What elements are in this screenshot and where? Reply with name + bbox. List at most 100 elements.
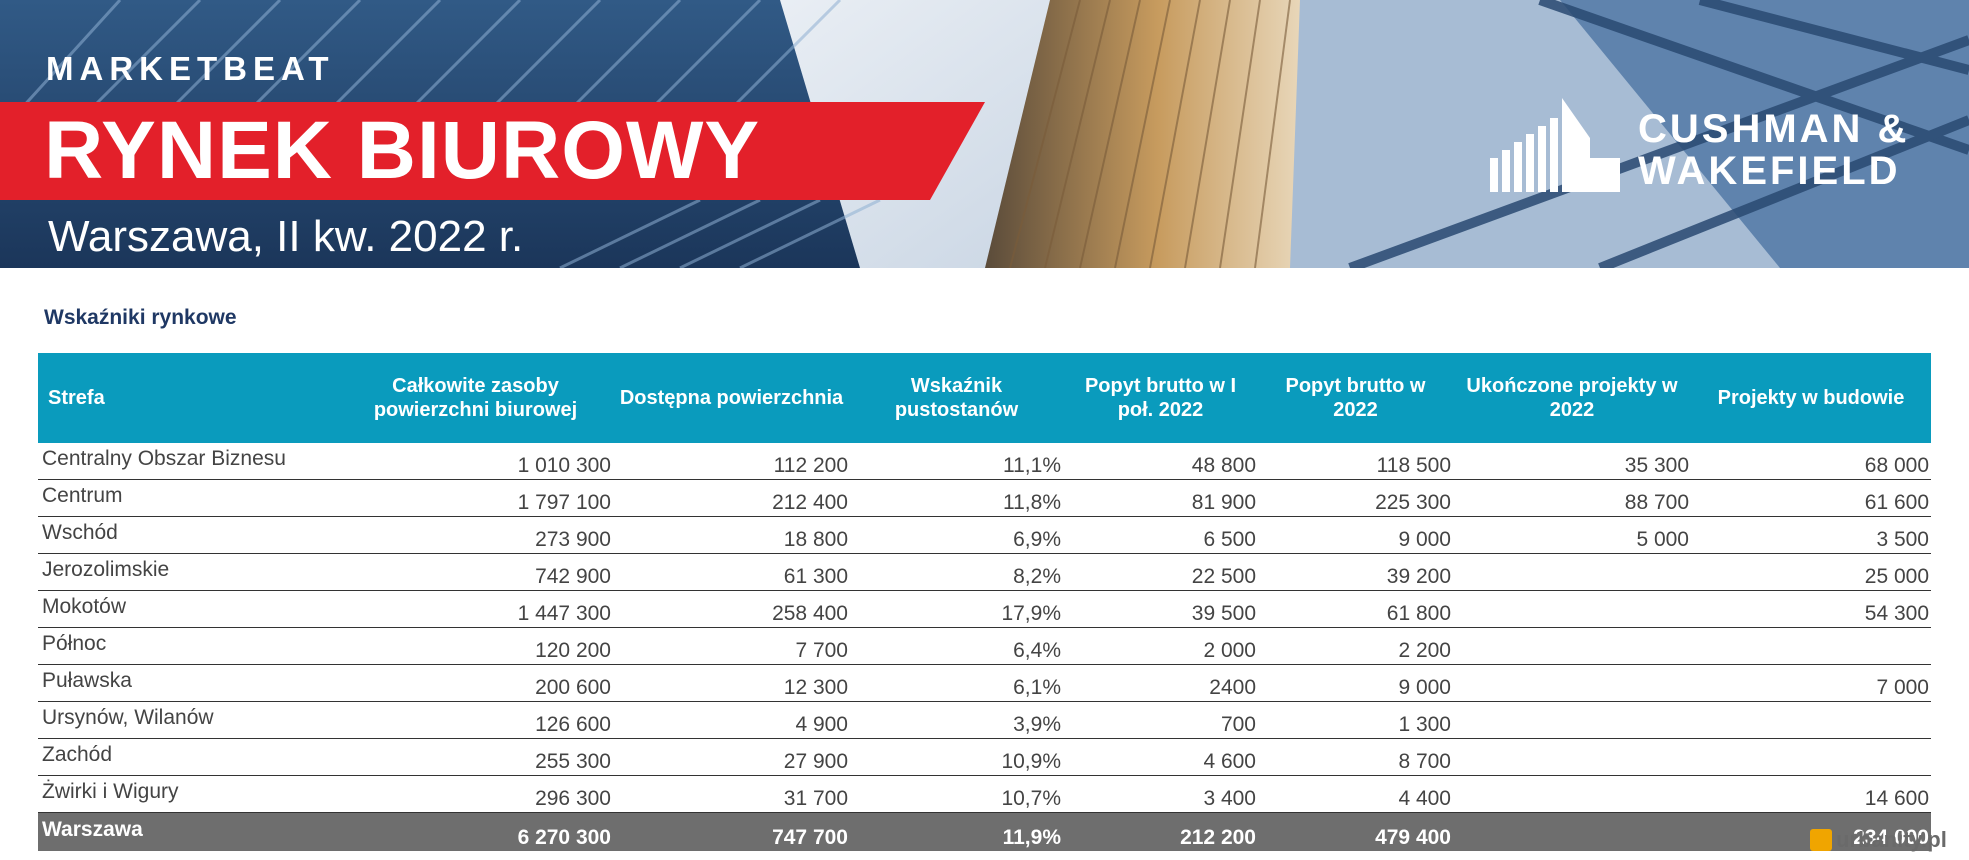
brand-name: CUSHMAN & WAKEFIELD — [1638, 108, 1909, 192]
cell-demand-h1: 2400 — [1209, 676, 1256, 699]
cell-demand-year: 4 400 — [1398, 787, 1451, 810]
cell-under-construction: 61 600 — [1864, 491, 1929, 514]
total-vacancy-rate: 11,9% — [1002, 826, 1061, 849]
total-under-construction: 234 000 — [1853, 826, 1929, 849]
cell-demand-h1: 39 500 — [1191, 602, 1256, 625]
building-logo-icon — [1490, 98, 1620, 192]
cell-vacancy-rate: 6,4% — [1013, 639, 1061, 662]
cell-demand-year: 1 300 — [1398, 713, 1451, 736]
cell-total-stock: 1 797 100 — [517, 491, 611, 514]
cell-available-space: 31 700 — [783, 787, 848, 810]
brand-line-1: CUSHMAN & — [1638, 107, 1910, 151]
cell-under-construction: 68 000 — [1864, 454, 1929, 477]
cell-vacancy-rate: 6,1% — [1013, 676, 1061, 699]
cell-under-construction — [1691, 628, 1931, 664]
cell-total-stock: 742 900 — [535, 565, 611, 588]
cell-vacancy-rate: 6,9% — [1013, 528, 1061, 551]
section-title: Wskaźniki rynkowe — [44, 306, 237, 329]
column-header-demand-h1: Popyt brutto w I poł. 2022 — [1084, 375, 1237, 421]
cell-under-construction: 54 300 — [1864, 602, 1929, 625]
cell-demand-year: 2 200 — [1398, 639, 1451, 662]
cell-demand-year: 39 200 — [1386, 565, 1451, 588]
cell-zone: Zachód — [42, 743, 113, 766]
urbanity-logo-icon — [1810, 829, 1832, 851]
cell-under-construction: 14 600 — [1864, 787, 1929, 810]
cell-vacancy-rate: 10,7% — [1001, 787, 1061, 810]
watermark-text: urbanity.pl — [1836, 827, 1947, 852]
cell-completed-projects: 5 000 — [1636, 528, 1689, 551]
column-header-completed-projects: Ukończone projekty w 2022 — [1466, 375, 1678, 421]
cell-available-space: 27 900 — [783, 750, 848, 773]
cell-demand-year: 61 800 — [1386, 602, 1451, 625]
cell-under-construction: 3 500 — [1876, 528, 1929, 551]
header-banner: MARKETBEAT RYNEK BIUROWY Warszawa, II kw… — [0, 0, 1969, 268]
cell-demand-year: 8 700 — [1398, 750, 1451, 773]
cell-vacancy-rate: 10,9% — [1001, 750, 1061, 773]
cell-vacancy-rate: 8,2% — [1013, 565, 1061, 588]
total-available-space: 747 700 — [772, 826, 848, 849]
cell-total-stock: 1 010 300 — [517, 454, 611, 477]
cell-total-stock: 126 600 — [535, 713, 611, 736]
cell-completed-projects — [1453, 554, 1691, 590]
cell-total-stock: 120 200 — [535, 639, 611, 662]
table-total-row: Warszawa 6 270 300 747 700 11,9% 212 200… — [38, 813, 1931, 851]
cell-zone: Centrum — [42, 484, 123, 507]
cell-demand-h1: 22 500 — [1191, 565, 1256, 588]
brand-line-2: WAKEFIELD — [1638, 149, 1901, 193]
cell-demand-h1: 700 — [1220, 713, 1256, 736]
market-indicators-table: Strefa Całkowite zasoby powierzchni biur… — [38, 353, 1931, 851]
column-header-demand-year: Popyt brutto w 2022 — [1285, 375, 1426, 421]
total-zone: Warszawa — [42, 818, 143, 841]
column-header-available-space: Dostępna powierzchnia — [619, 387, 844, 409]
cell-demand-h1: 2 000 — [1203, 639, 1256, 662]
cell-completed-projects — [1453, 591, 1691, 627]
cell-completed-projects: 35 300 — [1624, 454, 1689, 477]
cell-completed-projects — [1453, 776, 1691, 812]
table-row: Puławska 200 600 12 300 6,1% 2400 9 000 … — [38, 665, 1931, 702]
cell-zone: Puławska — [42, 669, 132, 692]
cell-total-stock: 200 600 — [535, 676, 611, 699]
page-subtitle: Warszawa, II kw. 2022 r. — [48, 212, 524, 261]
watermark: urbanity.pl — [1810, 826, 1947, 854]
table-header: Strefa Całkowite zasoby powierzchni biur… — [38, 353, 1931, 443]
cell-demand-h1: 81 900 — [1191, 491, 1256, 514]
cell-zone: Jerozolimskie — [42, 558, 170, 581]
cell-under-construction: 7 000 — [1876, 676, 1929, 699]
cell-completed-projects — [1453, 628, 1691, 664]
cell-demand-h1: 48 800 — [1191, 454, 1256, 477]
cell-total-stock: 1 447 300 — [517, 602, 611, 625]
cell-available-space: 112 200 — [773, 454, 848, 477]
cell-available-space: 212 400 — [772, 491, 848, 514]
cell-total-stock: 296 300 — [535, 787, 611, 810]
table-row: Wschód 273 900 18 800 6,9% 6 500 9 000 5… — [38, 517, 1931, 554]
cell-zone: Ursynów, Wilanów — [42, 706, 214, 729]
cell-demand-h1: 4 600 — [1203, 750, 1256, 773]
cell-demand-h1: 6 500 — [1203, 528, 1256, 551]
column-header-under-construction: Projekty w budowie — [1717, 387, 1905, 409]
cell-completed-projects — [1453, 739, 1691, 775]
total-completed-projects — [1453, 813, 1691, 851]
table-row: Mokotów 1 447 300 258 400 17,9% 39 500 6… — [38, 591, 1931, 628]
table-row: Centrum 1 797 100 212 400 11,8% 81 900 2… — [38, 480, 1931, 517]
cell-zone: Centralny Obszar Biznesu — [42, 447, 286, 470]
column-header-strefa: Strefa — [48, 387, 105, 409]
table-row: Centralny Obszar Biznesu 1 010 300 112 2… — [38, 443, 1931, 480]
cell-zone: Mokotów — [42, 595, 127, 618]
series-label: MARKETBEAT — [46, 50, 335, 87]
cell-zone: Wschód — [42, 521, 118, 544]
total-stock: 6 270 300 — [517, 826, 611, 849]
cell-vacancy-rate: 17,9% — [1001, 602, 1061, 625]
brand-logo: CUSHMAN & WAKEFIELD — [1490, 98, 1930, 198]
cell-available-space: 18 800 — [783, 528, 848, 551]
page-title: RYNEK BIUROWY — [44, 105, 761, 196]
cell-completed-projects: 88 700 — [1624, 491, 1689, 514]
cell-available-space: 61 300 — [783, 565, 848, 588]
total-demand-year: 479 400 — [1375, 826, 1451, 849]
cell-vacancy-rate: 3,9% — [1013, 713, 1061, 736]
cell-zone: Żwirki i Wigury — [42, 780, 179, 803]
cell-demand-year: 9 000 — [1398, 528, 1451, 551]
cell-zone: Północ — [42, 632, 107, 655]
cell-available-space: 258 400 — [772, 602, 848, 625]
table-row: Ursynów, Wilanów 126 600 4 900 3,9% 700 … — [38, 702, 1931, 739]
cell-vacancy-rate: 11,8% — [1003, 491, 1061, 514]
